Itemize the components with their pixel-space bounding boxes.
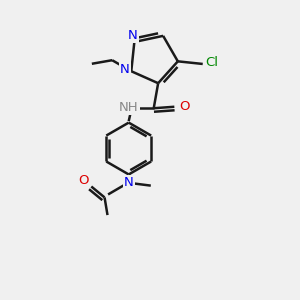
Text: NH: NH	[119, 101, 139, 114]
Text: O: O	[79, 174, 89, 187]
Text: N: N	[128, 29, 138, 42]
Text: N: N	[124, 176, 134, 189]
Text: N: N	[120, 63, 130, 76]
Text: O: O	[179, 100, 190, 113]
Text: Cl: Cl	[205, 56, 218, 69]
